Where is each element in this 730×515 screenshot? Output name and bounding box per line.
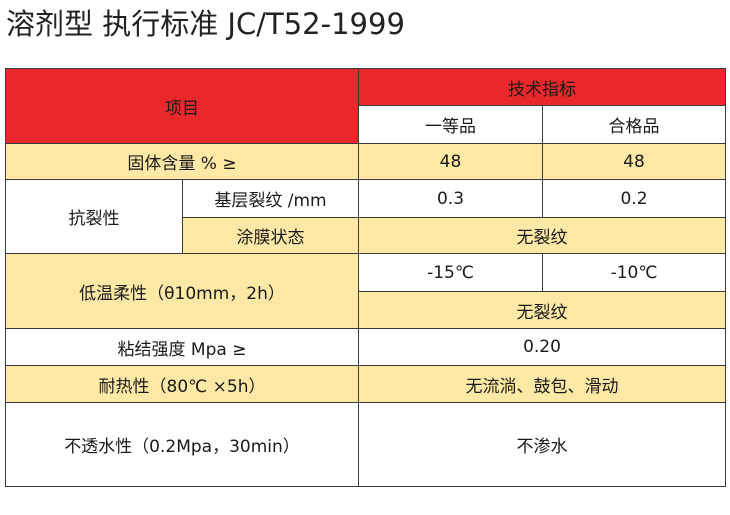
table-row: 耐热性（80℃ ×5h） 无流淌、鼓包、滑动 (5, 365, 726, 403)
solid-value-1: 48 (358, 143, 543, 180)
heat-label: 耐热性（80℃ ×5h） (5, 365, 359, 403)
spec-table: 项目 技术指标 一等品 合格品 固体含量 % ≥ 48 48 抗裂性 基层裂纹 … (5, 68, 726, 487)
lowtemp-value-1: -15℃ (358, 253, 543, 292)
crack-sub-base: 基层裂纹 /mm (182, 179, 359, 218)
heat-value: 无流淌、鼓包、滑动 (358, 365, 726, 403)
table-row: 不透水性（0.2Mpa，30min） 不渗水 (5, 402, 726, 487)
solid-label: 固体含量 % ≥ (5, 143, 359, 180)
lowtemp-label: 低温柔性（θ10mm，2h） (5, 253, 359, 329)
bond-value: 0.20 (358, 328, 726, 366)
water-label: 不透水性（0.2Mpa，30min） (5, 402, 359, 487)
table-row: 抗裂性 基层裂纹 /mm 0.3 0.2 (5, 179, 726, 254)
crack-value-1: 0.3 (358, 179, 543, 218)
lowtemp-value-3: 无裂纹 (358, 291, 726, 329)
table-row: 一等品 合格品 (6, 105, 726, 144)
bond-label: 粘结强度 Mpa ≥ (5, 328, 359, 366)
crack-film-value: 无裂纹 (358, 217, 726, 254)
table-row: 无裂纹 (6, 291, 726, 329)
header-grade-qualified: 合格品 (542, 105, 726, 144)
header-grade-first: 一等品 (358, 105, 543, 144)
table-row: 项目 技术指标 (5, 68, 726, 144)
header-tech: 技术指标 (358, 68, 726, 106)
crack-sub-film: 涂膜状态 (182, 217, 359, 254)
crack-label: 抗裂性 (5, 179, 183, 254)
table-row: 涂膜状态 无裂纹 (6, 217, 726, 254)
table-row: 固体含量 % ≥ 48 48 (5, 143, 726, 180)
crack-value-2: 0.2 (542, 179, 726, 218)
page-title: 溶剂型 执行标准 JC/T52-1999 (6, 7, 405, 41)
water-value: 不渗水 (358, 402, 726, 487)
solid-value-2: 48 (542, 143, 726, 180)
table-row: 粘结强度 Mpa ≥ 0.20 (5, 328, 726, 366)
header-item: 项目 (5, 68, 359, 144)
table-row: 低温柔性（θ10mm，2h） -15℃ -10℃ (5, 253, 726, 329)
lowtemp-value-2: -10℃ (542, 253, 726, 292)
